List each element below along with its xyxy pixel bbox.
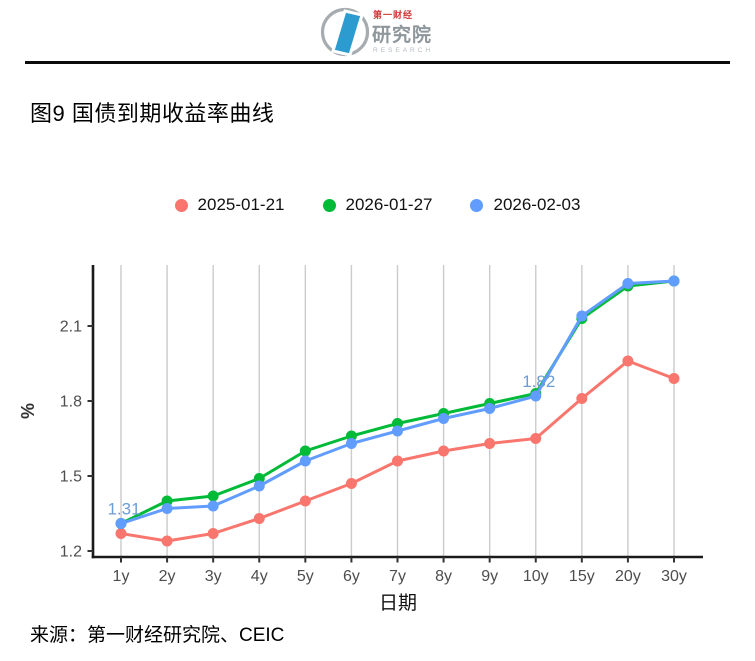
logo-text-cn-large: 研究院 [372,23,432,46]
chart-legend: 2025-01-21 2026-01-27 2026-02-03 [0,195,755,215]
data-point [668,275,680,287]
legend-label: 2026-01-27 [345,195,433,214]
data-point [576,393,588,404]
data-point [668,275,680,287]
x-tick-label: 20y [615,568,641,585]
data-point [207,528,219,539]
yicai-research-logo: 第一财经 研究院 RESEARCH [320,7,433,57]
point-value-label: 1.82 [522,372,555,391]
data-point [392,418,403,429]
data-point [484,438,496,449]
data-point [622,278,634,289]
y-tick-label: 1.5 [60,469,82,486]
series-line-2026-01-27 [119,279,676,525]
data-point [484,398,496,409]
data-point [115,528,127,539]
x-tick-label: 15y [569,568,595,585]
data-point [484,403,496,414]
data-point [161,535,173,547]
x-tick-label: 3y [205,568,222,585]
legend-item-2025-01-21: 2025-01-21 [174,195,285,215]
data-point [253,513,265,524]
figure-title: 图9 国债到期收益率曲线 [30,101,275,126]
data-point [438,413,450,424]
data-point [622,280,634,292]
y-tick-label: 2.1 [60,319,82,336]
legend-item-2026-01-27: 2026-01-27 [322,195,433,215]
data-point [207,500,219,512]
y-tick-label: 1.8 [60,394,82,411]
data-point [161,503,173,514]
y-tick-label: 1.2 [60,544,82,561]
legend-dot-red-icon [174,198,188,212]
x-tick-label: 30y [661,568,687,585]
logo-text-cn-small: 第一财经 [373,9,413,20]
x-axis-title: 日期 [379,592,417,614]
data-point [299,495,311,507]
logo-text-research: RESEARCH [373,47,433,54]
header-divider [25,61,730,64]
data-point [299,455,311,467]
data-point [207,490,219,502]
y-axis-title: % [18,403,38,419]
data-point [668,373,680,384]
data-point [161,495,173,507]
data-point [576,310,588,322]
x-tick-label: 8y [435,568,452,585]
data-point [253,473,265,484]
data-point [392,455,403,467]
series-line-2026-02-03 [119,279,676,525]
data-point [299,445,311,457]
x-tick-label: 2y [159,568,176,585]
legend-item-2026-02-03: 2026-02-03 [470,195,580,215]
x-tick-label: 5y [297,568,314,585]
point-value-label: 1.31 [107,500,140,519]
logo-parallelogram-icon [330,9,364,57]
data-point [392,425,403,437]
data-point [345,438,357,449]
legend-dot-blue-icon [470,198,484,212]
data-point [530,388,542,399]
legend-dot-green-icon [322,198,336,212]
x-tick-label: 6y [343,568,360,585]
series-line-2025-01-21 [119,359,676,543]
data-point [253,480,265,492]
header: 第一财经 研究院 RESEARCH [0,4,755,60]
data-point [115,518,127,529]
data-point [530,433,542,444]
data-point [438,408,450,419]
source-note: 来源：第一财经研究院、CEIC [30,625,285,646]
data-point [345,478,357,489]
x-tick-label: 7y [389,568,406,585]
x-tick-label: 9y [481,568,498,585]
data-point [115,518,127,529]
data-point [530,390,542,402]
data-point [345,430,357,442]
data-point [622,355,634,367]
x-tick-label: 1y [113,568,130,585]
legend-label: 2026-02-03 [493,195,581,214]
legend-label: 2025-01-21 [197,195,285,214]
data-point [438,445,450,457]
x-tick-label: 4y [251,568,268,585]
x-tick-label: 10y [523,568,549,585]
data-point [576,313,588,324]
